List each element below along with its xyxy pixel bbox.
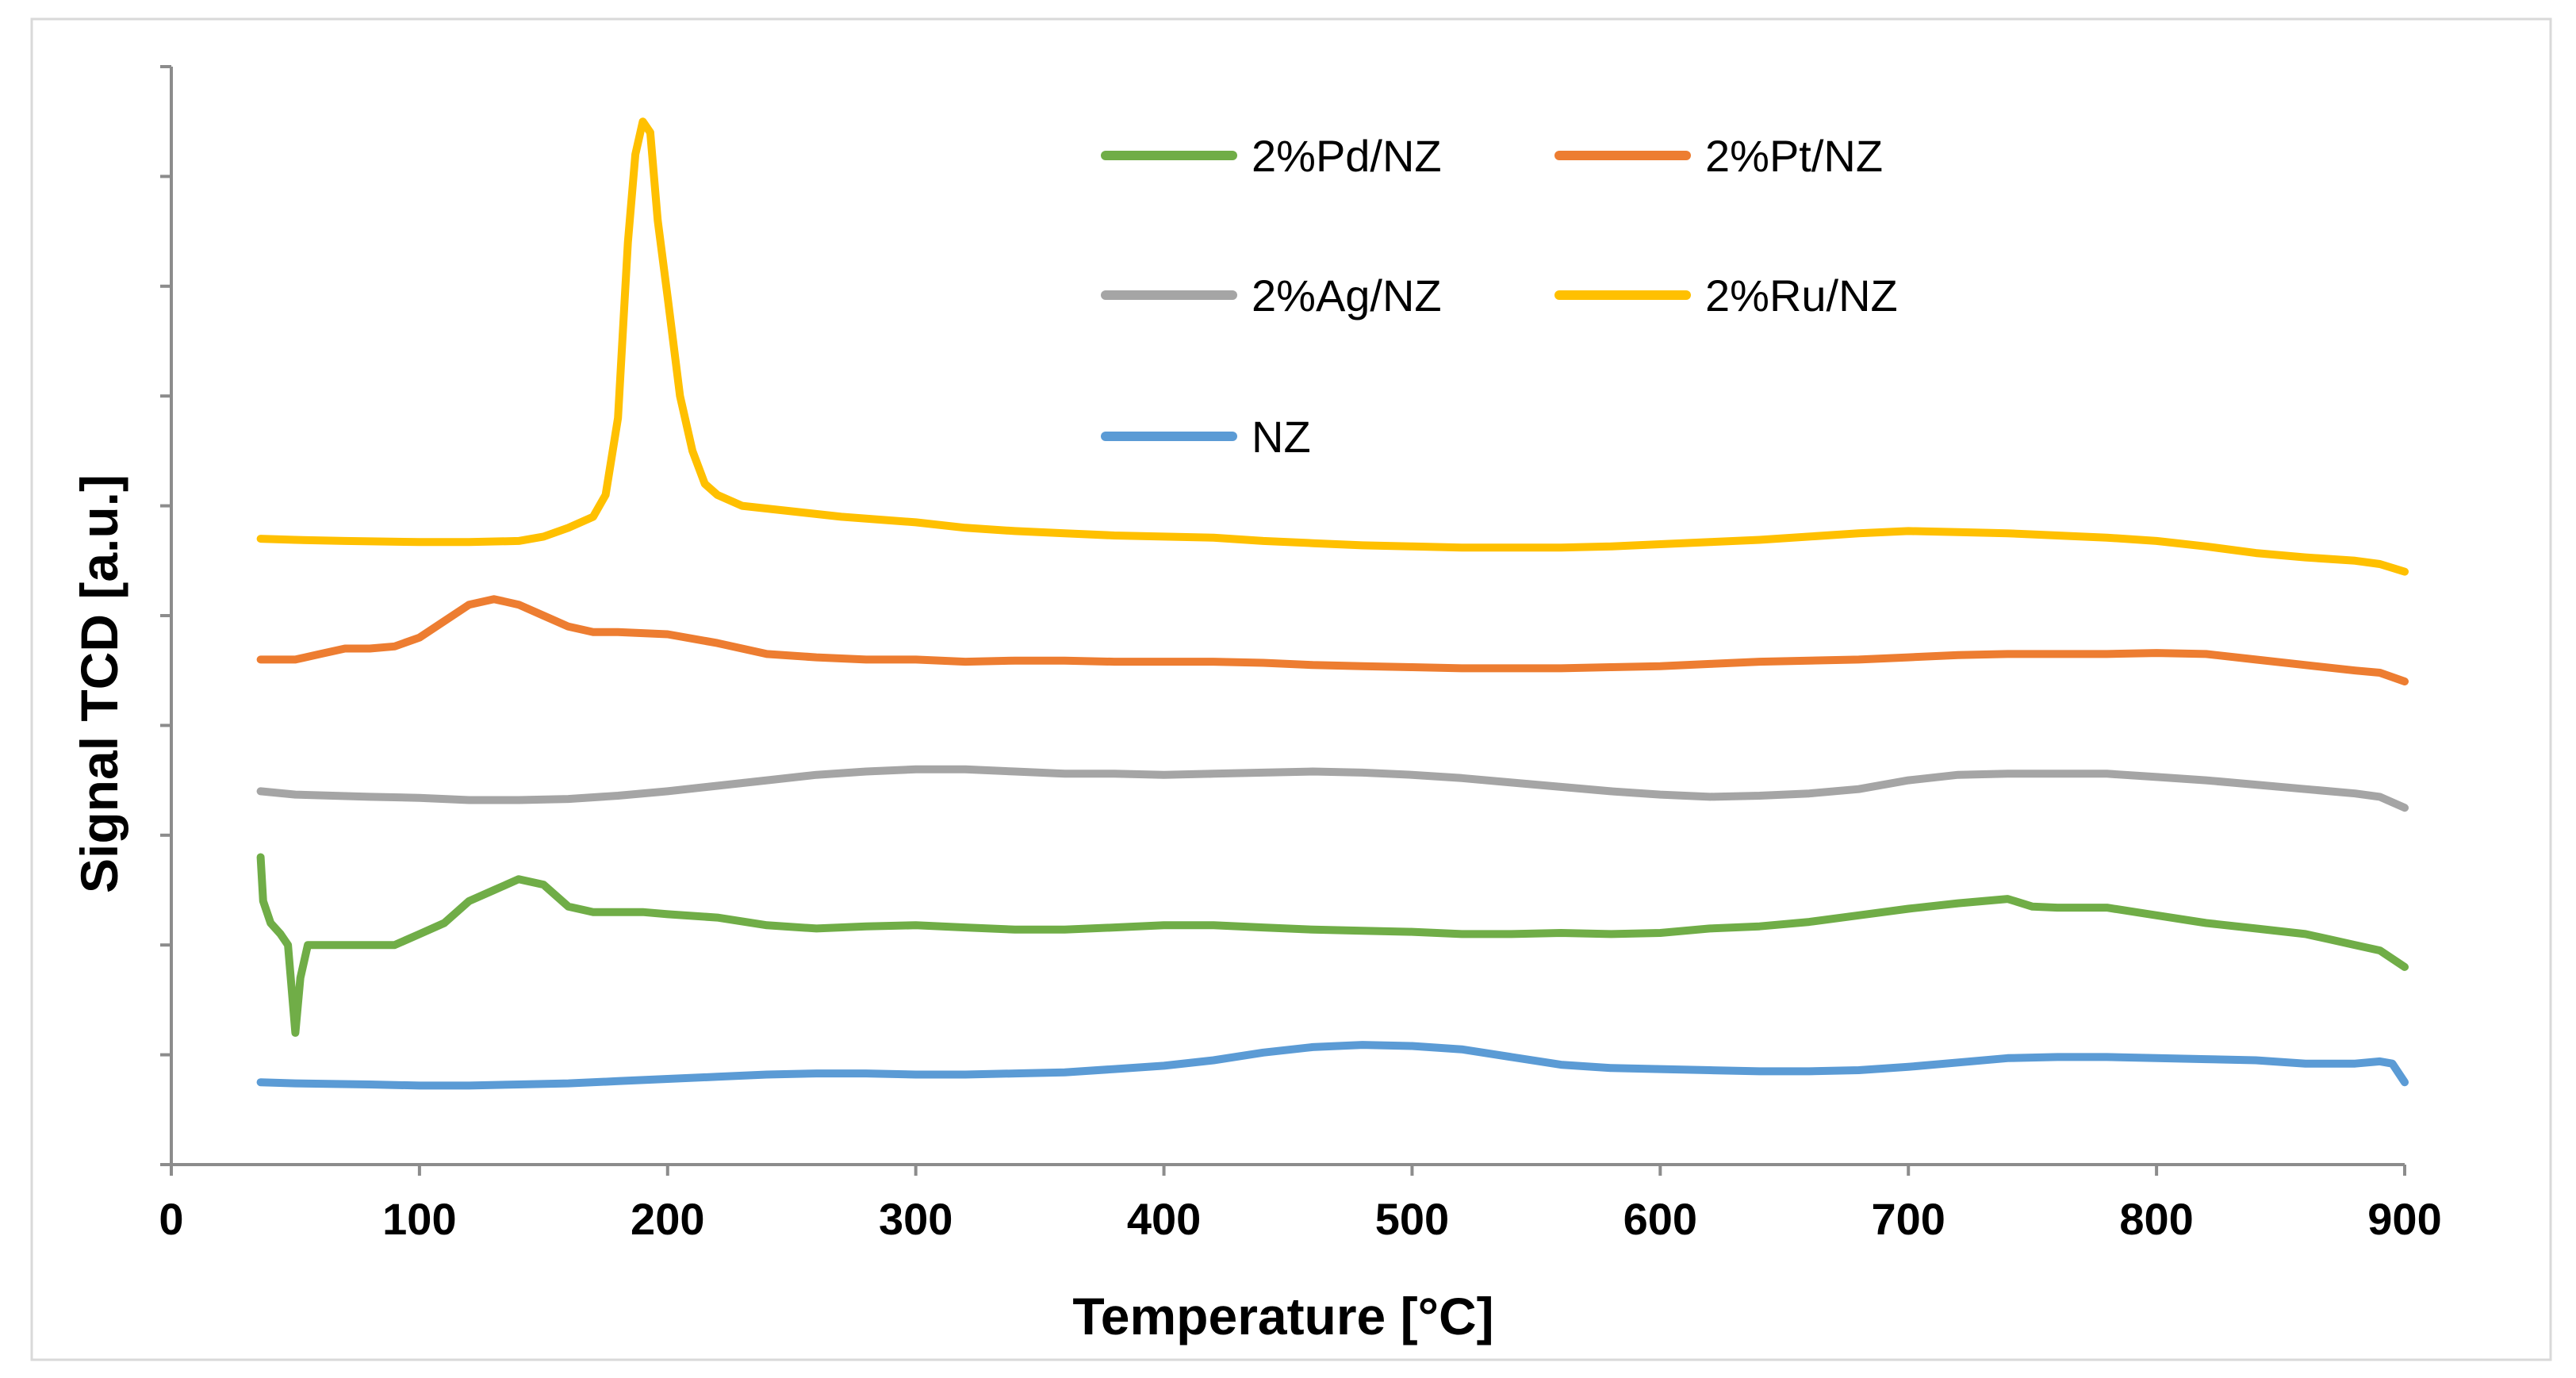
series-line-2-pd-nz xyxy=(256,853,2409,1037)
chart-border xyxy=(30,17,2552,1361)
x-tick-label: 200 xyxy=(631,1194,704,1244)
series-layer xyxy=(256,117,2409,1090)
legend-label-2-ru-nz: 2%Ru/NZ xyxy=(1705,271,1898,321)
x-ticks: 0 100 200 300 400 500 600 700 800 900 xyxy=(159,1165,2442,1244)
x-tick-label: 400 xyxy=(1127,1194,1201,1244)
legend-label-2-pd-nz: 2%Pd/NZ xyxy=(1252,131,1442,181)
x-tick-label: 700 xyxy=(1872,1194,1945,1244)
x-tick-label: 900 xyxy=(2367,1194,2441,1244)
legend: 2%Pd/NZ 2%Pt/NZ 2%Ag/NZ 2%Ru/NZ NZ xyxy=(1101,131,1898,462)
series-line-nz xyxy=(256,1041,2409,1090)
y-ticks xyxy=(160,65,171,1166)
x-tick-label: 100 xyxy=(382,1194,456,1244)
x-axis-title: Temperature [°C] xyxy=(1072,1287,1493,1345)
x-tick-label: 800 xyxy=(2119,1194,2193,1244)
legend-label-2-ag-nz: 2%Ag/NZ xyxy=(1252,271,1442,321)
series-line-2-pt-nz xyxy=(256,595,2409,685)
legend-label-nz: NZ xyxy=(1252,412,1311,462)
x-tick-label: 600 xyxy=(1623,1194,1697,1244)
legend-label-2-pt-nz: 2%Pt/NZ xyxy=(1705,131,1883,181)
series-line-2-ru-nz xyxy=(256,117,2409,576)
x-tick-label: 500 xyxy=(1375,1194,1449,1244)
x-tick-label: 0 xyxy=(159,1194,183,1244)
x-tick-label: 300 xyxy=(879,1194,953,1244)
series-line-2-ag-nz xyxy=(256,765,2409,812)
y-axis-title: Signal TCD [a.u.] xyxy=(70,474,128,893)
